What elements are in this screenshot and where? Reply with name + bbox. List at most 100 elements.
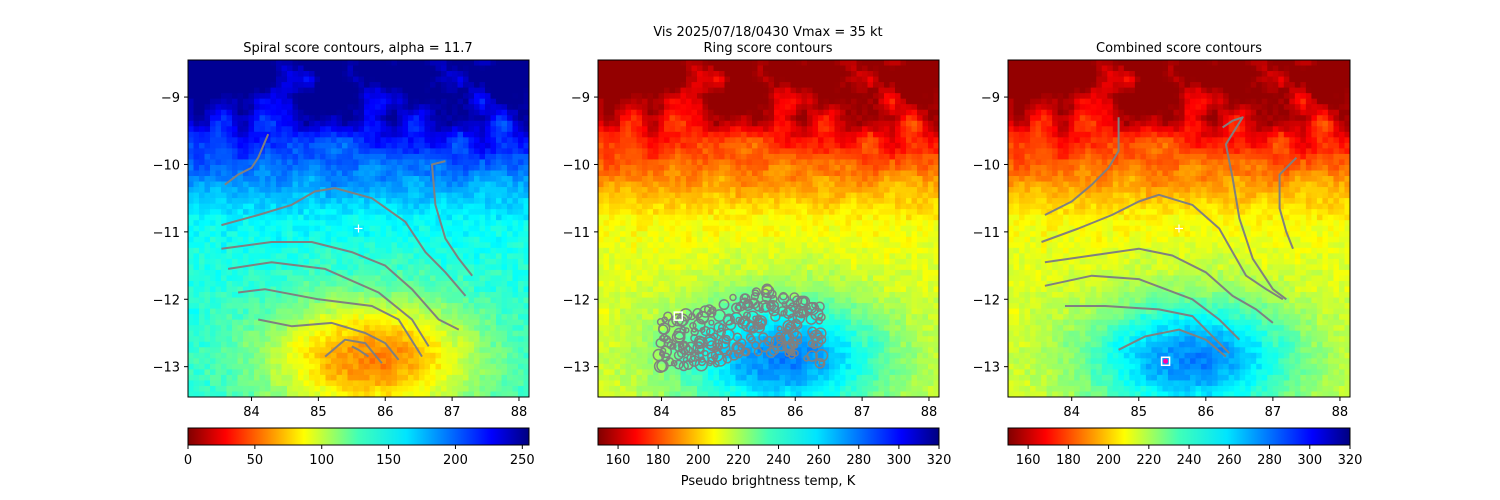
heatmap-cell xyxy=(303,297,310,304)
heatmap-cell xyxy=(790,131,797,138)
heatmap-cell xyxy=(664,153,671,161)
heatmap-cell xyxy=(647,98,654,105)
heatmap-cell xyxy=(867,60,874,67)
heatmap-cell xyxy=(331,76,338,83)
heatmap-cell xyxy=(259,65,266,72)
heatmap-cell xyxy=(193,104,200,111)
heatmap-cell xyxy=(281,142,288,149)
heatmap-cell xyxy=(680,115,687,122)
heatmap-cell xyxy=(785,98,792,105)
heatmap-cell xyxy=(210,264,217,271)
heatmap-cell xyxy=(457,71,464,78)
heatmap-cell xyxy=(380,65,387,72)
heatmap-cell xyxy=(298,98,305,105)
heatmap-cell xyxy=(210,60,217,67)
heatmap-cell xyxy=(342,137,349,144)
heatmap-cell xyxy=(270,391,277,397)
heatmap-cell xyxy=(276,391,283,397)
heatmap-cell xyxy=(303,98,310,105)
heatmap-cell xyxy=(474,336,481,343)
heatmap-cell xyxy=(309,341,316,348)
heatmap-cell xyxy=(375,275,382,282)
heatmap-cell xyxy=(259,236,266,243)
heatmap-cell xyxy=(840,93,847,100)
heatmap-cell xyxy=(270,176,277,183)
heatmap-cell xyxy=(375,325,382,332)
heatmap-cell xyxy=(452,164,459,172)
heatmap-cell xyxy=(402,385,409,393)
heatmap-cell xyxy=(463,60,470,67)
heatmap-cell xyxy=(523,242,529,249)
heatmap-cell xyxy=(386,292,393,299)
heatmap-cell xyxy=(342,176,349,183)
heatmap-cell xyxy=(424,93,431,100)
heatmap-cell xyxy=(834,60,841,67)
heatmap-cell xyxy=(193,369,200,376)
heatmap-cell xyxy=(391,336,398,343)
heatmap-cell xyxy=(620,71,627,78)
heatmap-cell xyxy=(369,391,376,397)
heatmap-cell xyxy=(713,82,720,89)
heatmap-cell xyxy=(757,148,764,155)
contour-line xyxy=(224,133,270,186)
heatmap-cell xyxy=(298,391,305,397)
heatmap-cell xyxy=(474,214,481,221)
heatmap-cell xyxy=(237,142,244,149)
heatmap-cell xyxy=(867,87,874,94)
heatmap-cell xyxy=(928,148,935,155)
heatmap-cell xyxy=(620,65,627,72)
heatmap-cell xyxy=(752,120,759,127)
heatmap-cell xyxy=(430,214,437,221)
heatmap-cell xyxy=(485,352,492,359)
heatmap-cell xyxy=(512,286,519,293)
heatmap-cell xyxy=(697,104,704,111)
heatmap-cell xyxy=(474,347,481,354)
heatmap-cell xyxy=(719,148,726,155)
heatmap-cell xyxy=(457,203,464,210)
heatmap-cell xyxy=(818,76,825,83)
heatmap-cell xyxy=(237,192,244,199)
heatmap-cell xyxy=(342,374,349,382)
heatmap-cell xyxy=(862,115,869,122)
heatmap-cell xyxy=(507,236,514,243)
heatmap-cell xyxy=(485,126,492,133)
heatmap-cell xyxy=(298,76,305,83)
heatmap-cell xyxy=(199,347,206,354)
heatmap-cell xyxy=(512,242,519,249)
heatmap-cell xyxy=(314,159,321,166)
heatmap-cell xyxy=(298,153,305,161)
heatmap-cell xyxy=(856,87,863,94)
heatmap-cell xyxy=(254,374,261,382)
heatmap-cell xyxy=(331,391,338,397)
heatmap-cell xyxy=(259,242,266,249)
heatmap-cell xyxy=(490,209,497,216)
heatmap-cell xyxy=(276,236,283,243)
heatmap-cell xyxy=(796,142,803,149)
heatmap-cell xyxy=(254,65,261,72)
heatmap-cell xyxy=(895,120,902,127)
heatmap-cell xyxy=(204,352,211,359)
heatmap-cell xyxy=(386,187,393,194)
heatmap-cell xyxy=(210,319,217,326)
heatmap-cell xyxy=(358,142,365,149)
heatmap-cell xyxy=(342,214,349,221)
heatmap-cell xyxy=(226,203,233,210)
heatmap-cell xyxy=(358,292,365,299)
heatmap-cell xyxy=(325,93,332,100)
heatmap-cell xyxy=(281,131,288,138)
heatmap-cell xyxy=(603,82,610,89)
heatmap-cell xyxy=(204,153,211,161)
heatmap-cell xyxy=(303,325,310,332)
heatmap-cell xyxy=(281,264,288,271)
heatmap-cell xyxy=(631,131,638,138)
heatmap-cell xyxy=(719,109,726,116)
heatmap-cell xyxy=(807,137,814,144)
heatmap-cell xyxy=(237,82,244,89)
heatmap-cell xyxy=(413,60,420,67)
heatmap-cell xyxy=(408,142,415,149)
heatmap-cell xyxy=(259,131,266,138)
heatmap-cell xyxy=(331,65,338,72)
heatmap-cell xyxy=(237,209,244,216)
heatmap-cell xyxy=(636,148,643,155)
heatmap-cell xyxy=(314,170,321,177)
